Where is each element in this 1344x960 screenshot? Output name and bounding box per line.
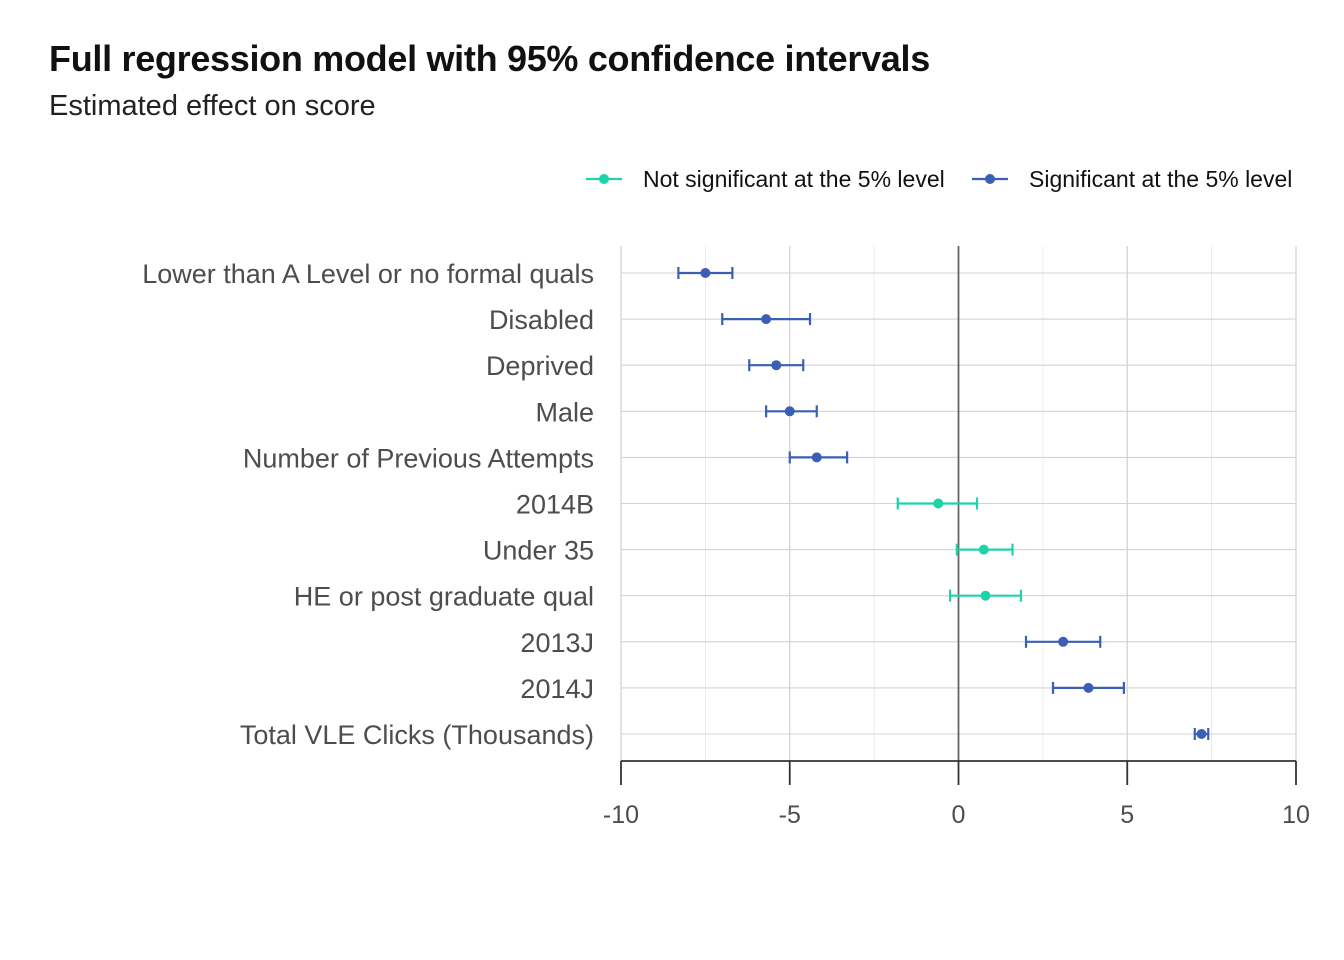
point-estimate (1083, 682, 1094, 693)
chart-title: Full regression model with 95% confidenc… (49, 38, 930, 79)
estimate-marks (677, 267, 1210, 740)
estimate-row (948, 589, 1023, 602)
legend: Not significant at the 5% level Significa… (586, 166, 1292, 192)
x-tick-label: 5 (1120, 801, 1134, 829)
estimate-row (677, 267, 734, 279)
legend-swatch-point (985, 174, 995, 184)
estimate-row (1193, 728, 1210, 740)
category-label: 2014J (520, 674, 594, 704)
estimate-row (1051, 681, 1125, 694)
estimate-row (721, 313, 812, 326)
estimate-row (955, 543, 1014, 556)
point-estimate (1196, 729, 1207, 739)
point-estimate (980, 590, 991, 601)
point-estimate (784, 406, 795, 417)
x-tick-label: 0 (952, 801, 966, 829)
legend-item: Not significant at the 5% level (586, 166, 945, 192)
point-estimate (978, 544, 989, 555)
category-label: Total VLE Clicks (Thousands) (240, 720, 594, 750)
legend-item: Significant at the 5% level (972, 166, 1292, 192)
point-estimate (1058, 636, 1069, 647)
chart-subtitle: Estimated effect on score (49, 90, 376, 122)
category-label: 2014B (516, 490, 594, 520)
point-estimate (933, 498, 944, 509)
category-label: Disabled (489, 305, 594, 335)
legend-swatch-point (599, 174, 609, 184)
x-tick-label: 10 (1282, 801, 1310, 829)
x-tick-label: -5 (779, 801, 801, 829)
estimate-row (1024, 635, 1102, 648)
category-label: 2013J (520, 628, 594, 658)
point-estimate (771, 360, 782, 371)
estimate-row (765, 405, 818, 418)
legend-label: Not significant at the 5% level (643, 166, 945, 192)
category-label: Deprived (486, 351, 594, 381)
legend-label: Significant at the 5% level (1029, 166, 1292, 192)
estimate-row (788, 451, 849, 464)
x-tick-label: -10 (603, 801, 639, 829)
point-estimate (700, 268, 711, 278)
estimate-row (896, 497, 979, 510)
category-label: HE or post graduate qual (294, 582, 594, 612)
estimate-row (748, 359, 805, 372)
category-label: Under 35 (483, 536, 594, 566)
category-label: Number of Previous Attempts (243, 443, 594, 473)
category-label: Male (535, 397, 594, 427)
point-estimate (761, 314, 772, 325)
category-labels: Lower than A Level or no formal quals Dis… (142, 259, 594, 750)
category-label: Lower than A Level or no formal quals (142, 259, 594, 289)
grid-lines (620, 246, 1297, 761)
point-estimate (811, 452, 822, 463)
x-axis: -10 -5 0 5 10 (603, 760, 1310, 829)
